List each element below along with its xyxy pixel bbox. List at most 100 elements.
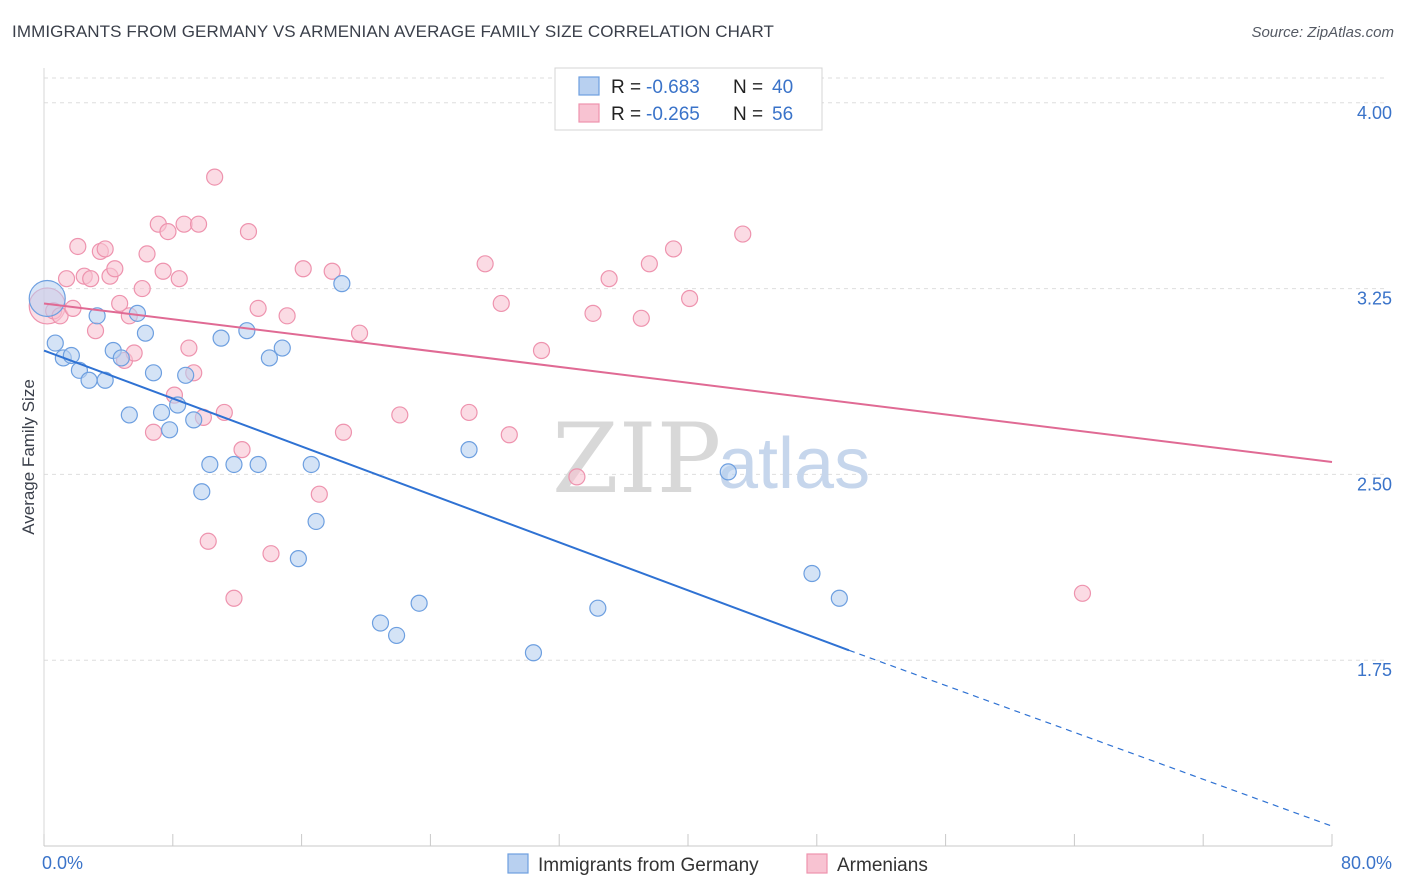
armenians-point-58 <box>1073 584 1092 602</box>
germany-point-20 <box>201 455 219 474</box>
germany-point-31 <box>371 614 390 632</box>
armenians-point-46 <box>476 255 494 273</box>
legend-r-label-1: R = <box>611 77 641 98</box>
germany-point-35 <box>524 644 543 662</box>
germany-point-25 <box>260 349 278 367</box>
armenians-point-37 <box>262 545 280 563</box>
armenians-point-48 <box>500 426 518 444</box>
y-tick-label-2: 3.25 <box>1357 289 1392 309</box>
germany-point-5 <box>80 371 98 389</box>
armenians-point-34 <box>233 441 251 459</box>
legend-r-value-2: -0.265 <box>646 104 700 125</box>
germany-point-10 <box>120 406 138 424</box>
armenians-point-24 <box>170 270 188 288</box>
legend-n-value-1: 40 <box>772 77 793 98</box>
legend-swatch-pink <box>578 103 600 123</box>
watermark-atlas: atlas <box>718 424 870 504</box>
armenians-point-8 <box>86 322 105 340</box>
germany-point-0 <box>28 279 66 318</box>
armenians-point-45 <box>460 403 478 422</box>
armenians-point-43 <box>350 324 369 342</box>
armenians-point-17 <box>133 279 151 298</box>
germany-point-24 <box>249 455 267 474</box>
armenians-point-38 <box>278 307 296 325</box>
germany-point-15 <box>160 421 179 439</box>
germany-point-33 <box>410 594 428 612</box>
armenians-point-31 <box>206 168 224 186</box>
germany-point-28 <box>302 455 320 474</box>
armenians-point-54 <box>640 255 658 273</box>
armenians-point-52 <box>600 270 618 288</box>
chart-title: IMMIGRANTS FROM GERMANY VS ARMENIAN AVER… <box>12 22 775 41</box>
armenians-point-36 <box>249 299 267 317</box>
series-legend: Immigrants from Germany Armenians <box>507 853 928 876</box>
armenians-trend-line <box>43 302 1333 463</box>
germany-point-18 <box>185 411 203 429</box>
gridlines <box>44 77 1386 661</box>
armenians-point-5 <box>69 237 87 256</box>
y-tick-label-0: 1.75 <box>1357 660 1392 680</box>
y-tick-label-1: 2.50 <box>1357 474 1392 494</box>
germany-point-19 <box>193 483 211 501</box>
armenians-point-40 <box>310 485 328 503</box>
armenians-point-39 <box>294 260 312 278</box>
armenians-point-42 <box>334 423 353 441</box>
series-legend-swatch-germany <box>507 853 529 874</box>
legend-n-label-2: N = <box>733 104 763 125</box>
germany-point-9 <box>112 349 130 367</box>
germany-point-17 <box>177 366 195 384</box>
legend-r-label-2: R = <box>611 104 641 125</box>
series-legend-swatch-armenians <box>806 853 828 874</box>
armenians-point-56 <box>681 289 699 308</box>
armenians-point-18 <box>138 245 156 263</box>
y-tick-labels: 1.75 2.50 3.25 4.00 <box>1357 103 1392 680</box>
x-tick-label-min: 0.0% <box>42 853 83 873</box>
germany-point-21 <box>212 329 230 347</box>
stats-legend: R = -0.683 N = 40 R = -0.265 N = 56 <box>554 67 823 131</box>
germany-trend-line <box>43 349 850 652</box>
germany-point-22 <box>225 455 243 474</box>
germany-point-34 <box>460 441 478 459</box>
armenians-point-22 <box>159 223 177 241</box>
legend-swatch-blue <box>578 76 600 96</box>
germany-point-27 <box>289 550 307 568</box>
germany-point-36 <box>589 599 607 617</box>
armenians-points <box>28 168 1092 607</box>
y-axis-label: Average Family Size <box>19 379 38 535</box>
germany-point-32 <box>387 626 406 645</box>
armenians-point-7 <box>82 270 100 288</box>
legend-n-label-1: N = <box>733 77 763 98</box>
germany-point-39 <box>830 589 848 607</box>
series-legend-label-armenians: Armenians <box>837 855 928 876</box>
armenians-point-28 <box>189 215 208 233</box>
armenians-point-19 <box>144 423 163 441</box>
germany-point-29 <box>307 512 325 531</box>
armenians-point-53 <box>632 309 650 327</box>
x-axis-ticks <box>43 834 1333 846</box>
germany-point-38 <box>803 564 821 583</box>
germany-point-13 <box>144 364 163 382</box>
armenians-point-10 <box>96 240 114 258</box>
armenians-point-41 <box>323 262 341 280</box>
watermark-zip: ZIP <box>552 403 721 515</box>
chart-source: Source: ZipAtlas.com <box>1251 24 1394 41</box>
armenians-point-47 <box>492 294 510 313</box>
trend-lines <box>43 302 1333 827</box>
germany-point-14 <box>152 403 171 422</box>
x-tick-label-max: 80.0% <box>1341 853 1392 873</box>
armenians-point-25 <box>175 215 193 233</box>
armenians-point-55 <box>664 240 683 258</box>
germany-point-1 <box>46 334 64 352</box>
armenians-point-57 <box>734 225 752 243</box>
germany-point-30 <box>333 275 351 293</box>
germany-trend-extension <box>848 649 1333 827</box>
germany-point-6 <box>88 307 106 325</box>
germany-points <box>28 275 848 662</box>
germany-point-37 <box>719 463 737 481</box>
armenians-point-44 <box>391 406 409 424</box>
armenians-point-12 <box>106 260 124 278</box>
armenians-point-49 <box>532 341 551 360</box>
series-legend-label-germany: Immigrants from Germany <box>538 855 759 876</box>
armenians-point-13 <box>111 294 129 313</box>
